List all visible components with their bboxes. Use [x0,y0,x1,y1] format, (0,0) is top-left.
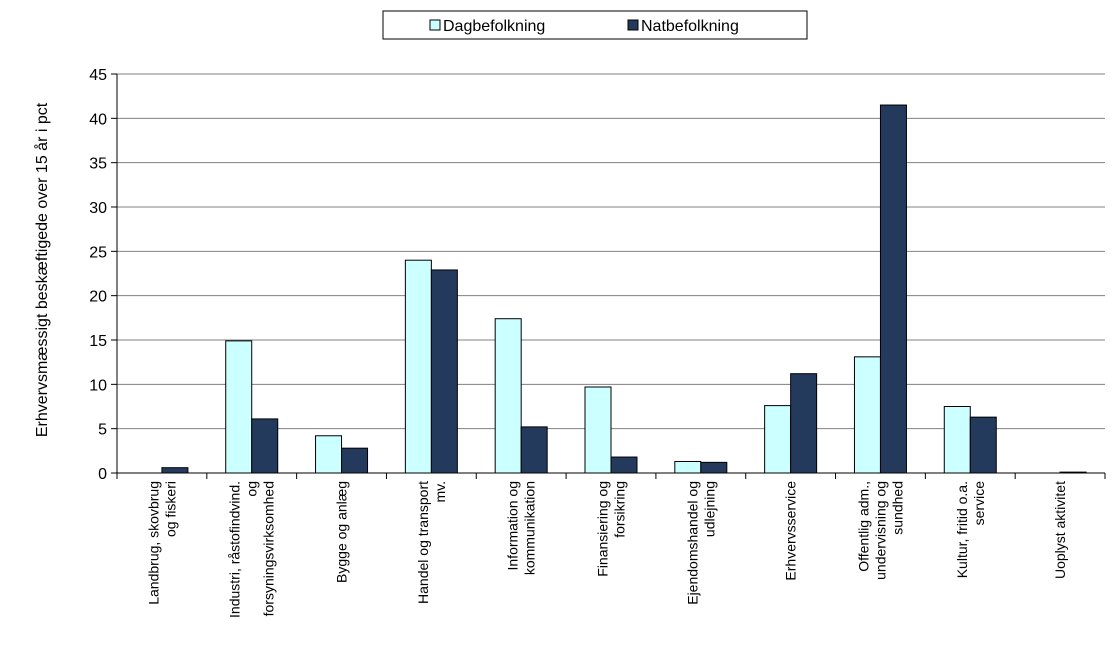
axes [111,73,1106,479]
y-tick-label-30: 30 [89,200,107,217]
bar-natbefolkning-2 [341,447,369,474]
bar-natbefolkning-8 [879,104,907,474]
y-tick-label-35: 35 [89,156,107,173]
x-tick-label-uoplyst-aktivitet: Uoplyst aktivitet [1052,481,1068,579]
y-tick-label-40: 40 [89,111,107,128]
x-tick-labels: Landbrug, skovbrugog fiskeri Industri, rå… [145,481,1068,618]
bar-dagbefolkning-7 [764,405,792,474]
bar-dagbefolkning-8 [853,356,881,474]
bar-natbefolkning-7 [790,373,818,474]
legend: Dagbefolkning Natbefolkning [382,10,808,40]
x-tick-label-industri-ra-stofindvind-og-forsyningsvirksomhed: Industri, råstofindvind.ogforsyningsvirk… [227,481,277,618]
y-tick-label-0: 0 [98,466,107,483]
x-tick-label-landbrug-skovbrug-og-fiskeri: Landbrug, skovbrugog fiskeri [145,481,178,605]
bar-dagbefolkning-1 [225,340,253,474]
bar-natbefolkning-9 [969,416,997,474]
bar-dagbefolkning-6 [674,460,702,474]
x-tick-label-offentlig-adm-undervisning-og-sundhed: Offentlig adm.,undervisning ogsundhed [855,481,905,580]
x-tick-label-ejendomshandel-og-udlejning: Ejendomshandel ogudlejning [684,481,717,605]
y-tick-labels: 0 5 10 15 20 25 30 35 40 45 [89,67,107,483]
x-tick-label-erhvervsservice: Erhvervsservice [783,481,799,581]
bar-dagbefolkning-9 [943,406,971,474]
bars [161,104,1087,474]
y-tick-label-10: 10 [89,377,107,394]
legend-box [382,10,808,40]
legend-swatch-dagbefolkning [429,19,441,31]
bar-dagbefolkning-4 [494,318,522,474]
y-tick-label-5: 5 [98,422,107,439]
y-tick-label-45: 45 [89,67,107,84]
bar-natbefolkning-3 [430,269,458,474]
bar-natbefolkning-6 [700,461,728,474]
x-tick-label-handel-og-transport-mv: Handel og transportmv. [415,481,448,604]
bar-natbefolkning-1 [251,418,279,474]
y-axis-label: Erhvervsmæssigt beskæftigede over 15 år … [33,102,51,437]
legend-swatch-natbefolkning [627,19,639,31]
legend-label-dagbefolkning: Dagbefolkning [443,18,545,35]
bar-dagbefolkning-5 [584,386,612,474]
bar-natbefolkning-4 [520,426,548,474]
legend-label-natbefolkning: Natbefolkning [641,18,739,35]
bar-dagbefolkning-2 [315,435,343,474]
bar-dagbefolkning-3 [404,259,432,474]
x-tick-label-kultur-fritid-o-a-service: Kultur, fritid o.a.service [954,481,987,578]
y-tick-label-15: 15 [89,333,107,350]
x-tick-label-information-og-kommunikation: Information ogkommunikation [505,481,538,575]
bar-natbefolkning-5 [610,456,638,474]
gridlines [117,73,1105,430]
y-tick-label-20: 20 [89,289,107,306]
x-tick-label-bygge-og-anl-g: Bygge og anlæg [334,481,350,583]
bar-natbefolkning-0 [161,467,189,474]
x-tick-label-finansiering-og-forsikring: Finansiering ogforsikring [595,481,628,577]
y-tick-label-25: 25 [89,244,107,261]
